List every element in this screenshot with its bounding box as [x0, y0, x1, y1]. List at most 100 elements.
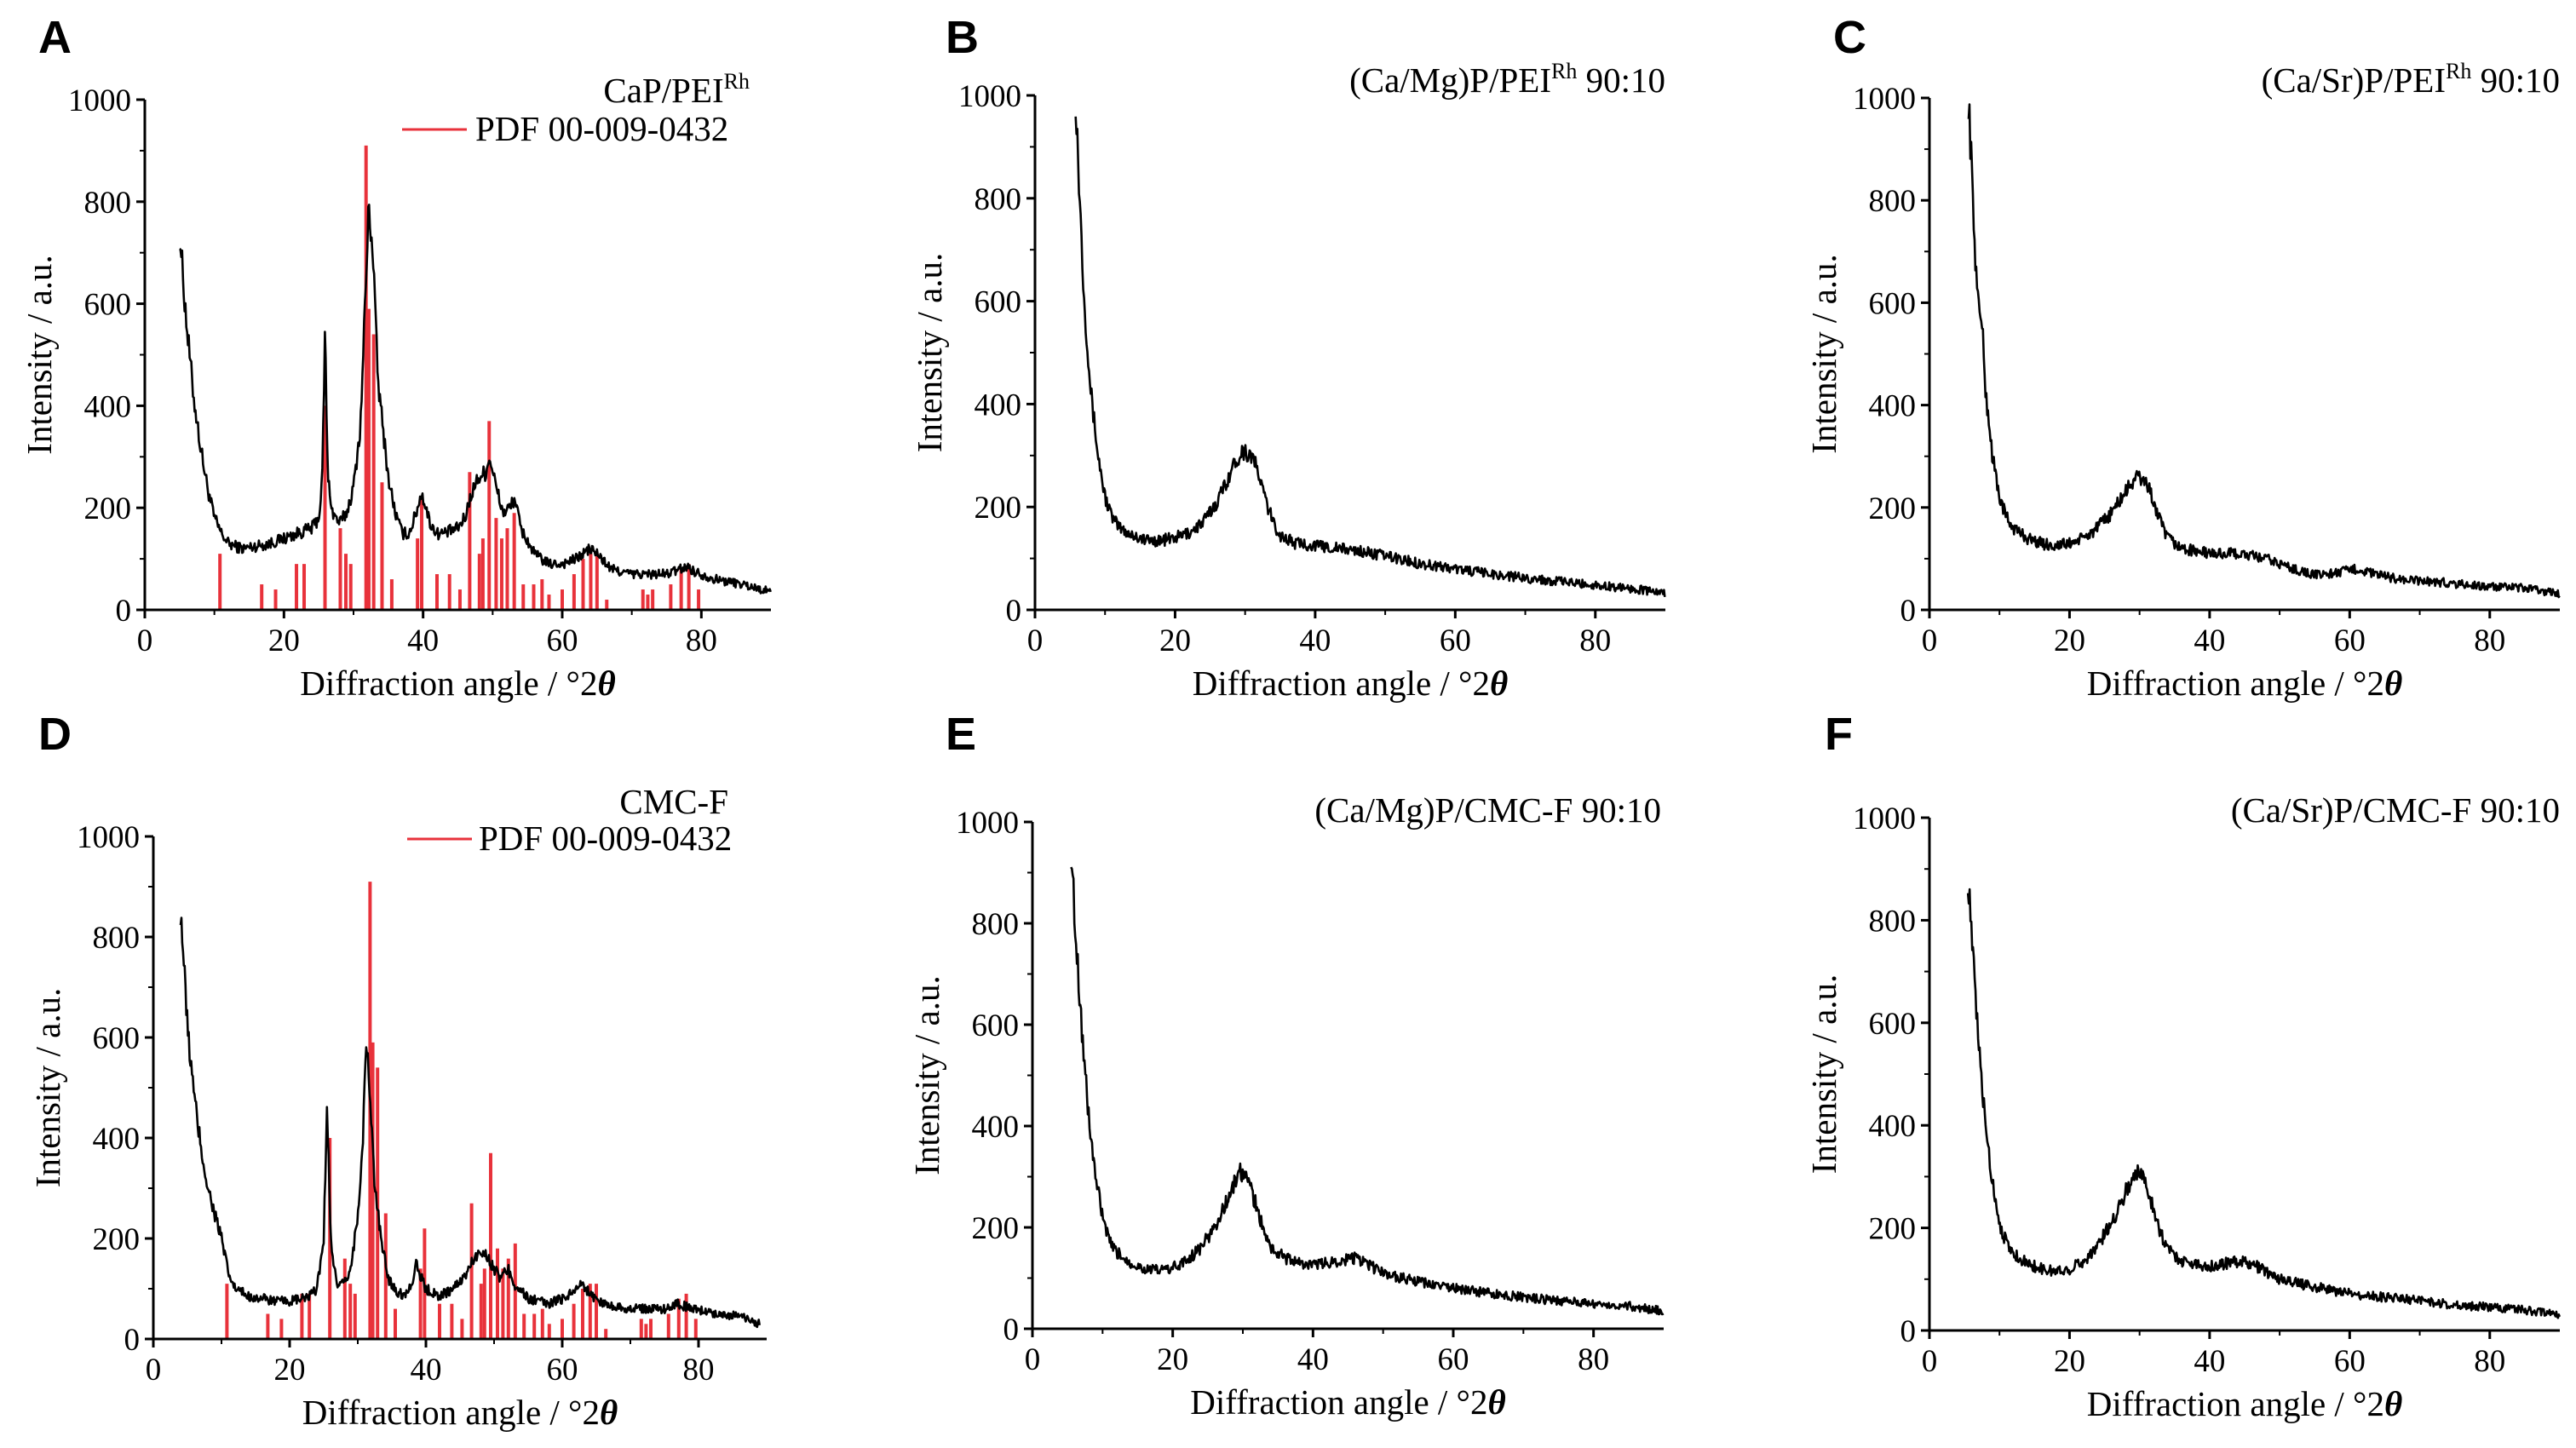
panel-letter-f: F — [1825, 709, 1853, 760]
x-axis-label-f: Diffraction angle / °2θ — [2087, 1384, 2403, 1423]
x-tick-label: 20 — [268, 623, 300, 658]
y-tick-label: 1000 — [958, 79, 1021, 114]
x-tick-label: 60 — [547, 623, 578, 658]
sample-title-f: (Ca/Sr)P/CMC-F 90:10 — [2231, 790, 2560, 830]
y-axis-label-c: Intensity / a.u. — [1804, 254, 1843, 454]
x-tick-label: 20 — [1157, 1342, 1188, 1377]
x-tick-label: 40 — [411, 1353, 442, 1388]
y-tick-label: 800 — [1869, 184, 1917, 219]
y-tick-label: 1000 — [1853, 802, 1916, 836]
y-tick-label: 800 — [84, 186, 132, 221]
reference-sticks-a — [218, 145, 701, 610]
x-tick-label: 40 — [407, 623, 439, 658]
x-tick-label: 40 — [1297, 1342, 1329, 1377]
x-tick-label: 60 — [2334, 1344, 2366, 1379]
xrd-pattern-line-d — [179, 916, 761, 1329]
x-tick-label: 60 — [1440, 623, 1471, 658]
xrd-pattern-line-b — [1074, 116, 1666, 598]
y-tick-label: 0 — [1900, 594, 1917, 629]
y-tick-label: 200 — [972, 1211, 1020, 1246]
x-tick-label: 80 — [683, 1353, 715, 1388]
y-tick-label: 1000 — [956, 806, 1019, 841]
xrd-pattern-line-e — [1070, 866, 1665, 1316]
y-tick-label: 600 — [93, 1021, 141, 1056]
legend-label-a: PDF 00-009-0432 — [475, 109, 728, 148]
x-tick-label: 60 — [1438, 1342, 1469, 1377]
y-axis-label-d: Intensity / a.u. — [28, 988, 67, 1188]
y-tick-label: 0 — [124, 1323, 141, 1358]
sample-title-b: (Ca/Mg)P/PEIRh 90:10 — [1349, 59, 1665, 100]
x-tick-label: 20 — [2054, 1344, 2085, 1379]
y-axis-label-b: Intensity / a.u. — [910, 253, 949, 453]
x-tick-label: 80 — [1578, 1342, 1609, 1377]
y-tick-label: 0 — [1900, 1314, 1917, 1349]
y-axis-label-a: Intensity / a.u. — [20, 255, 59, 455]
x-tick-label: 40 — [2194, 1344, 2225, 1379]
x-tick-label: 20 — [1159, 623, 1191, 658]
y-axis-label-e: Intensity / a.u. — [907, 975, 946, 1175]
panel-letter-e: E — [946, 709, 976, 760]
x-tick-label: 80 — [1579, 623, 1611, 658]
x-tick-label: 20 — [2054, 623, 2085, 658]
xrd-pattern-line-c — [1967, 103, 2561, 599]
x-tick-label: 60 — [547, 1353, 578, 1388]
x-tick-label: 80 — [2474, 623, 2505, 658]
y-tick-label: 400 — [84, 389, 132, 424]
sample-title-d: CMC-F — [619, 782, 728, 821]
panel-letter-d: D — [38, 709, 72, 760]
sample-title-e: (Ca/Mg)P/CMC-F 90:10 — [1314, 790, 1661, 830]
y-tick-label: 200 — [1869, 1212, 1917, 1247]
y-tick-label: 600 — [1869, 1007, 1917, 1042]
sample-title-a: CaP/PEIRh — [603, 69, 750, 110]
reference-sticks-d — [225, 882, 698, 1339]
panel-letter-a: A — [38, 12, 72, 63]
x-tick-label: 80 — [2474, 1344, 2505, 1379]
y-tick-label: 1000 — [77, 820, 140, 855]
x-tick-label: 40 — [1299, 623, 1331, 658]
x-axis-label-d: Diffraction angle / °2θ — [302, 1393, 618, 1432]
sample-title-c: (Ca/Sr)P/PEIRh 90:10 — [2262, 59, 2560, 100]
y-tick-label: 800 — [972, 907, 1020, 942]
x-tick-label: 60 — [2334, 623, 2366, 658]
y-tick-label: 0 — [1003, 1313, 1020, 1347]
x-axis-label-c: Diffraction angle / °2θ — [2087, 664, 2403, 703]
x-tick-label: 0 — [1025, 1342, 1041, 1377]
xrd-pattern-line-a — [179, 204, 772, 595]
x-tick-label: 0 — [1922, 1344, 1938, 1379]
y-tick-label: 400 — [1869, 389, 1917, 424]
y-tick-label: 800 — [1869, 904, 1917, 939]
y-tick-label: 800 — [975, 182, 1022, 217]
x-tick-label: 0 — [1027, 623, 1044, 658]
y-tick-label: 600 — [972, 1008, 1020, 1043]
y-tick-label: 600 — [1869, 286, 1917, 321]
y-tick-label: 800 — [93, 921, 141, 956]
y-tick-label: 400 — [1869, 1109, 1917, 1144]
y-tick-label: 200 — [975, 491, 1022, 526]
y-tick-label: 200 — [84, 491, 132, 526]
x-tick-label: 0 — [146, 1353, 162, 1388]
x-axis-label-b: Diffraction angle / °2θ — [1193, 664, 1509, 703]
x-tick-label: 0 — [1922, 623, 1938, 658]
y-tick-label: 200 — [93, 1222, 141, 1257]
y-tick-label: 1000 — [68, 83, 131, 118]
x-tick-label: 80 — [686, 623, 717, 658]
y-tick-label: 0 — [116, 594, 132, 629]
y-tick-label: 0 — [1006, 594, 1022, 629]
legend-label-d: PDF 00-009-0432 — [479, 819, 732, 858]
y-tick-label: 200 — [1869, 491, 1917, 526]
xrd-pattern-line-f — [1966, 888, 2562, 1319]
x-tick-label: 20 — [274, 1353, 306, 1388]
x-tick-label: 0 — [137, 623, 153, 658]
y-tick-label: 600 — [84, 288, 132, 323]
x-axis-label-a: Diffraction angle / °2θ — [300, 664, 616, 703]
panel-letter-c: C — [1833, 12, 1866, 63]
x-axis-label-e: Diffraction angle / °2θ — [1190, 1382, 1506, 1422]
panel-letter-b: B — [946, 12, 979, 63]
y-tick-label: 600 — [975, 285, 1022, 320]
